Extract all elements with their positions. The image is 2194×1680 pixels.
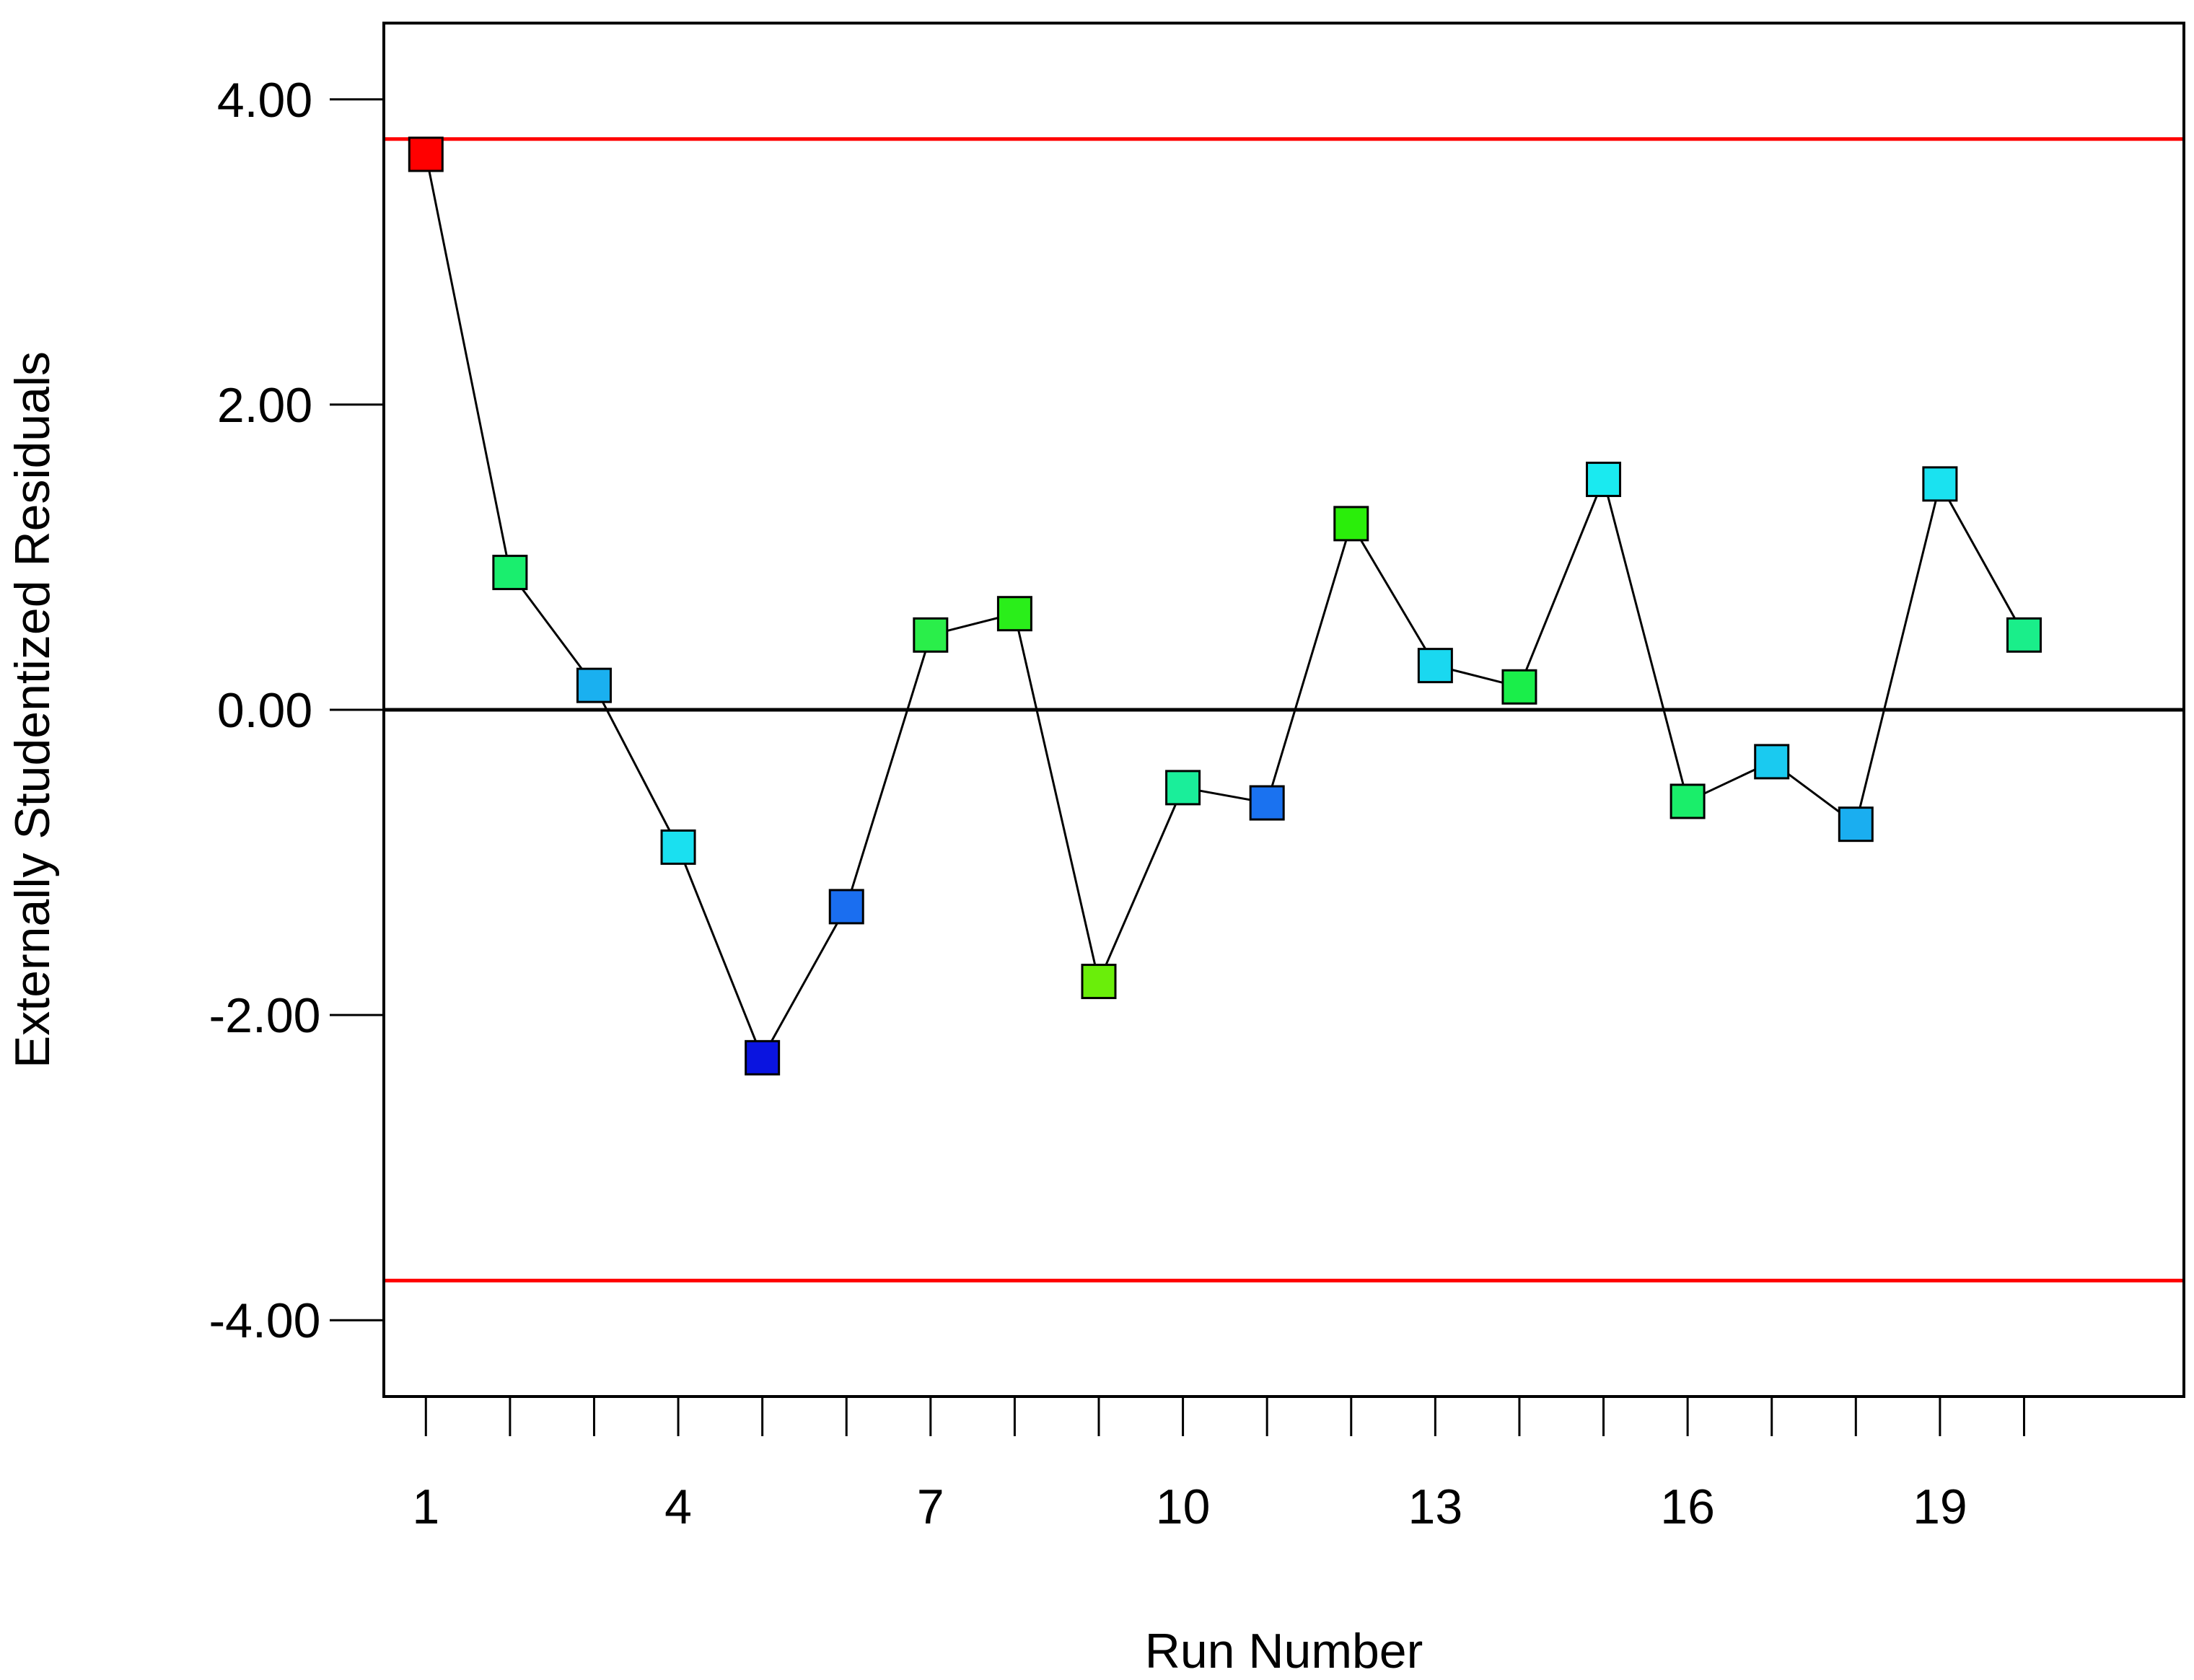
- x-tick-label: 4: [664, 1479, 692, 1534]
- y-tick-label: 2.00: [217, 378, 312, 433]
- data-point: [1249, 785, 1285, 821]
- data-point: [660, 829, 696, 865]
- y-axis: 4.00 2.00 0.00 -2.00 -4.00: [209, 73, 384, 1348]
- data-point: [1922, 466, 1958, 502]
- data-point: [408, 136, 444, 172]
- data-point: [1165, 770, 1201, 806]
- data-point: [1586, 462, 1622, 498]
- data-point: [996, 596, 1032, 632]
- data-point: [492, 555, 528, 591]
- series-line: [424, 154, 2025, 1060]
- data-point: [1081, 964, 1117, 1000]
- data-point: [1669, 783, 1706, 819]
- x-tick-label: 7: [917, 1479, 944, 1534]
- data-point: [1333, 506, 1369, 542]
- x-tick-label: 1: [412, 1479, 439, 1534]
- y-tick-label: 0.00: [217, 683, 312, 738]
- x-tick-label: 10: [1156, 1479, 1211, 1534]
- data-point: [745, 1039, 781, 1076]
- data-point: [2006, 617, 2042, 653]
- y-axis-title: Externally Studentized Residuals: [5, 351, 60, 1068]
- x-axis: 1 4 7 10 13 16 19: [412, 1397, 2025, 1534]
- data-point: [828, 889, 864, 925]
- data-point: [1754, 744, 1790, 780]
- data-point: [576, 667, 612, 703]
- data-point: [1501, 669, 1537, 705]
- x-axis-title: Run Number: [1145, 1624, 1423, 1679]
- y-tick-label: -2.00: [209, 988, 321, 1043]
- y-tick-label: 4.00: [217, 73, 312, 128]
- x-tick-label: 16: [1660, 1479, 1715, 1534]
- x-tick-label: 19: [1913, 1479, 1967, 1534]
- data-point: [913, 617, 949, 653]
- data-points: [408, 136, 2042, 1076]
- y-tick-label: -4.00: [209, 1293, 321, 1348]
- x-tick-label: 13: [1408, 1479, 1463, 1534]
- reference-lines: [384, 137, 2184, 1283]
- data-point: [1838, 806, 1874, 843]
- data-point: [1417, 648, 1453, 684]
- series-line-group: [424, 154, 2025, 1060]
